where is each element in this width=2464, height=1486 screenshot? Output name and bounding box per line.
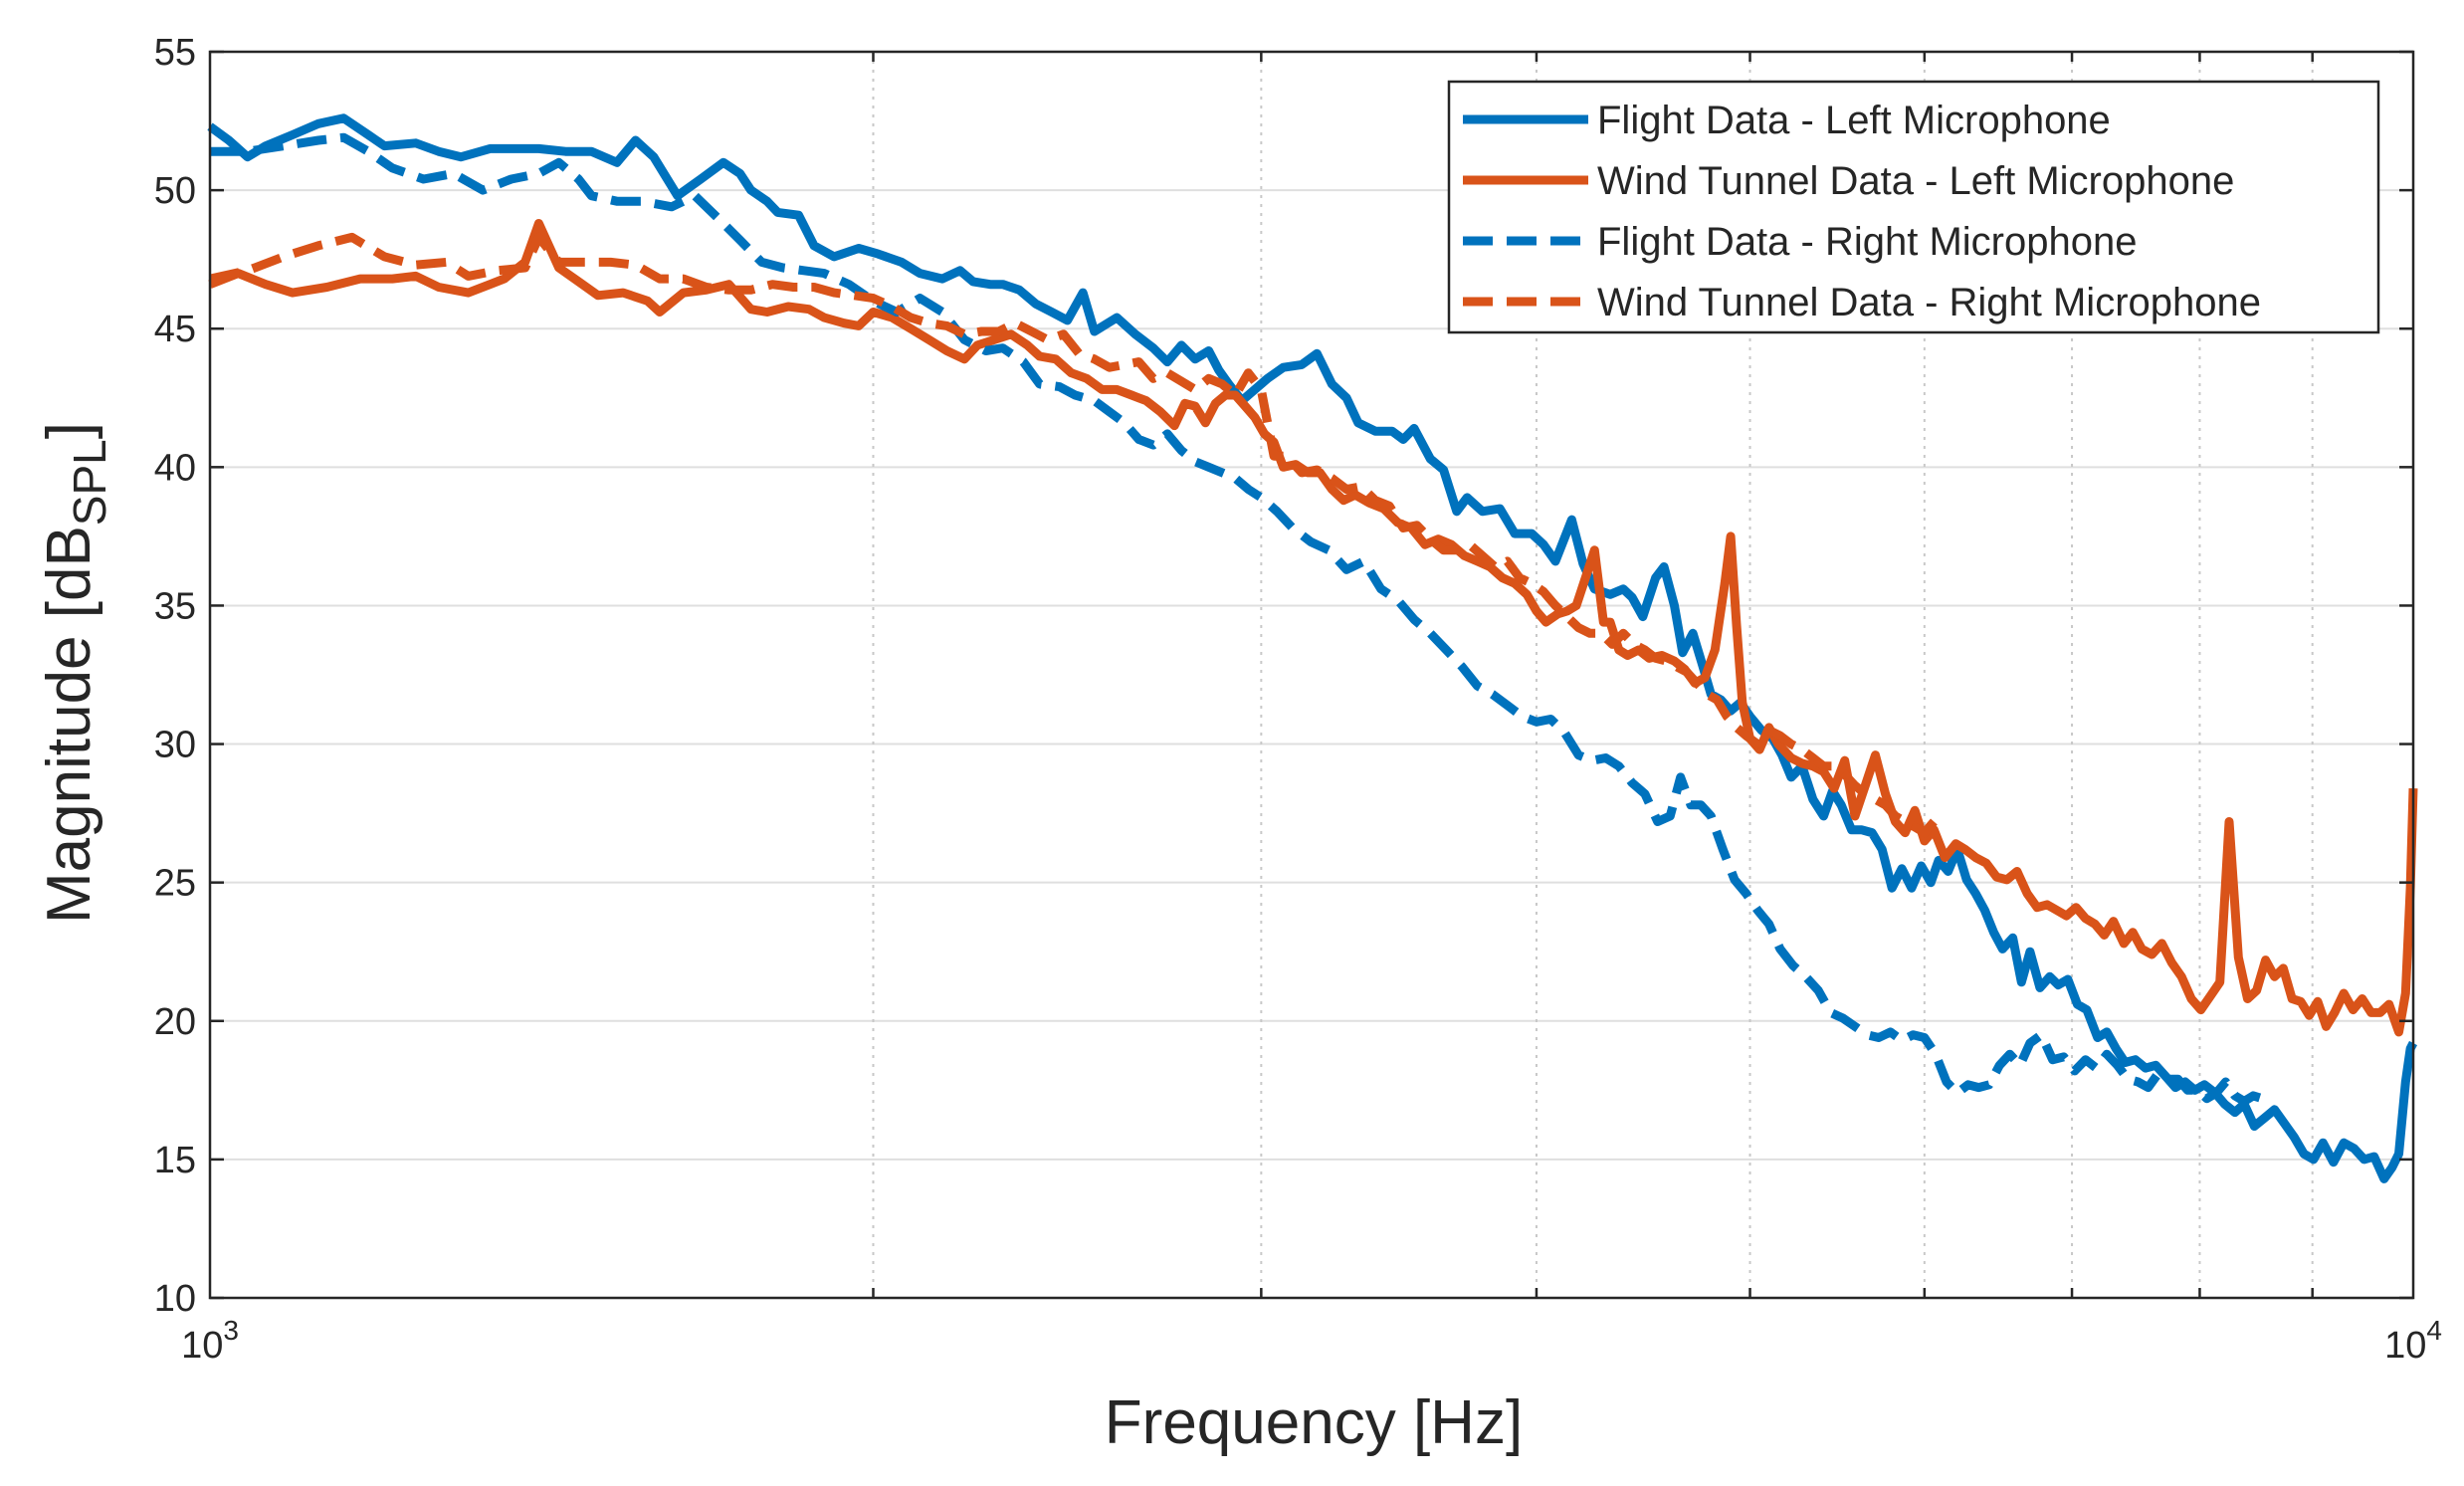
y-tick-label: 15 (154, 1140, 196, 1181)
legend: Flight Data - Left Microphone Wind Tunnel… (1447, 80, 2380, 334)
series-line-1 (207, 113, 2417, 1183)
x-tick-label-exponent: 4 (2426, 1315, 2442, 1346)
x-tick-label-exponent: 3 (223, 1315, 239, 1346)
y-tick-label: 50 (154, 170, 196, 212)
y-axis-title-main: Magnitude [dB (35, 526, 103, 924)
y-tick-label: 25 (154, 863, 196, 905)
series-line-4 (209, 232, 1938, 838)
y-tick-label: 55 (154, 32, 196, 74)
legend-box (1447, 80, 2380, 334)
x-tick-label-base: 10 (2384, 1325, 2426, 1367)
y-axis-title-subscript: SPL (64, 439, 115, 526)
y-tick-label: 30 (154, 725, 196, 766)
legend-label-1: Flight Data - Left Microphone (1597, 99, 2111, 142)
x-tick-label-base: 10 (181, 1325, 223, 1367)
legend-label-3: Flight Data - Right Microphone (1597, 220, 2137, 264)
y-axis-title: Magnitude [dBSPL] (35, 422, 115, 924)
y-tick-label: 40 (154, 447, 196, 489)
y-tick-label: 45 (154, 309, 196, 350)
plot-area-frame (208, 50, 2415, 1300)
legend-label-2: Wind Tunnel Data - Left Microphone (1597, 159, 2234, 203)
x-axis-title: Frequency [Hz] (1105, 1388, 1523, 1457)
series-layer (207, 113, 2418, 1183)
y-axis-title-close: ] (35, 422, 103, 439)
x-tick-label: 104 (2384, 1315, 2442, 1367)
series-line-2 (208, 219, 2418, 1037)
y-tick-label: 10 (154, 1278, 196, 1320)
legend-label-4: Wind Tunnel Data - Right Microphone (1597, 281, 2261, 324)
x-tick-label: 103 (181, 1315, 239, 1367)
y-tick-label: 20 (154, 1001, 196, 1043)
series-line-3 (210, 132, 2264, 1106)
y-tick-label: 35 (154, 585, 196, 627)
